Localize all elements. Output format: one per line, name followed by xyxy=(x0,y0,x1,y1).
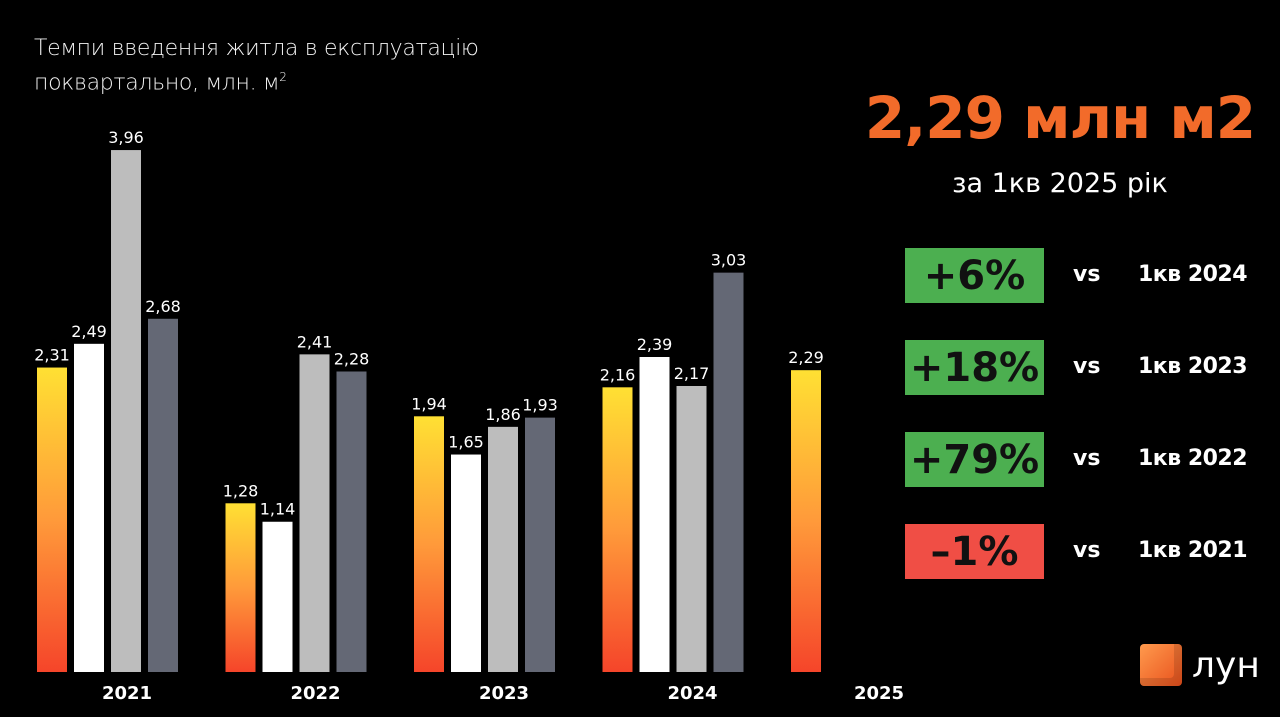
comparison-row: –1% vs 1кв 2021 xyxy=(905,524,1265,579)
change-badge: +18% xyxy=(905,340,1044,395)
vs-label: vs xyxy=(1073,262,1101,287)
chart-title-line1: Темпи введення житла в експлуатацію xyxy=(34,36,479,61)
bar-2024-q4 xyxy=(713,272,744,672)
bar-2024-q1 xyxy=(602,387,633,672)
bar-2023-q4 xyxy=(525,417,555,672)
comparison-row: +18% vs 1кв 2023 xyxy=(905,340,1265,395)
data-label: 2,39 xyxy=(637,335,673,354)
bar-2023-q3 xyxy=(488,426,518,672)
vs-label: vs xyxy=(1073,446,1101,471)
data-label: 1,14 xyxy=(260,500,296,519)
bar-2021-q3 xyxy=(111,150,141,672)
data-label: 3,96 xyxy=(108,128,144,147)
bar-2024-q2 xyxy=(639,356,670,672)
bar-2025-q1 xyxy=(791,370,821,672)
vs-label: vs xyxy=(1073,538,1101,563)
x-tick-label: 2022 xyxy=(290,683,340,704)
bar-2021-q2 xyxy=(74,343,104,672)
data-label: 3,03 xyxy=(711,251,747,270)
comparison-period: 1кв 2024 xyxy=(1138,262,1248,287)
x-tick-label: 2025 xyxy=(854,683,904,704)
data-label: 2,31 xyxy=(34,346,70,365)
comparison-period: 1кв 2023 xyxy=(1138,354,1248,379)
comparison-row: +79% vs 1кв 2022 xyxy=(905,432,1265,487)
headline-value: 2,29 млн м2 xyxy=(864,84,1256,152)
data-label: 2,16 xyxy=(600,365,636,384)
bar-2022-q3 xyxy=(299,354,330,672)
chart-title-line2: поквартально, млн. м xyxy=(34,70,280,96)
bar-2024-q3 xyxy=(676,385,707,672)
bar-2023-q2 xyxy=(451,454,481,672)
chart-title: Темпи введення житла в експлуатацію покв… xyxy=(34,34,479,97)
logo-text: лун xyxy=(1192,644,1260,686)
x-tick-label: 2024 xyxy=(667,683,717,704)
bar-2022-q4 xyxy=(336,371,367,672)
bar-2022-q1 xyxy=(225,503,256,672)
bar-chart: 2,312,49 3,96 2,68 2021 1,281,14 2,412,28 2022… xyxy=(34,128,904,704)
comparison-period: 1кв 2022 xyxy=(1138,446,1248,471)
data-label: 2,29 xyxy=(788,348,824,367)
change-badge: +79% xyxy=(905,432,1044,487)
comparison-row: +6% vs 1кв 2024 xyxy=(905,248,1265,303)
data-label: 1,28 xyxy=(223,481,259,500)
headline-subtitle: за 1кв 2025 рік xyxy=(952,168,1168,199)
x-tick-label: 2023 xyxy=(479,683,529,704)
data-label: 1,93 xyxy=(522,396,558,415)
vs-label: vs xyxy=(1073,354,1101,379)
chart-title-sup: 2 xyxy=(279,70,287,84)
comparison-period: 1кв 2021 xyxy=(1138,538,1248,563)
lun-logo: лун xyxy=(1140,644,1260,686)
chart-title-line2-wrap: поквартально, млн. м2 xyxy=(34,63,479,97)
data-label: 2,68 xyxy=(145,297,181,316)
bar-2021-q1 xyxy=(37,367,67,672)
bar-2021-q4 xyxy=(148,318,178,672)
data-label: 2,49 xyxy=(71,322,107,341)
data-label: 1,65 xyxy=(448,433,484,452)
data-label: 2,17 xyxy=(674,364,710,383)
bar-2023-q1 xyxy=(414,416,444,672)
data-label: 2,28 xyxy=(334,349,370,368)
change-badge: –1% xyxy=(905,524,1044,579)
change-badge: +6% xyxy=(905,248,1044,303)
data-label: 1,86 xyxy=(485,405,521,424)
data-label: 2,41 xyxy=(297,332,333,351)
cube-icon xyxy=(1140,644,1182,686)
data-label: 1,94 xyxy=(411,394,447,413)
bar-2022-q2 xyxy=(262,521,293,672)
x-tick-label: 2021 xyxy=(102,683,152,704)
